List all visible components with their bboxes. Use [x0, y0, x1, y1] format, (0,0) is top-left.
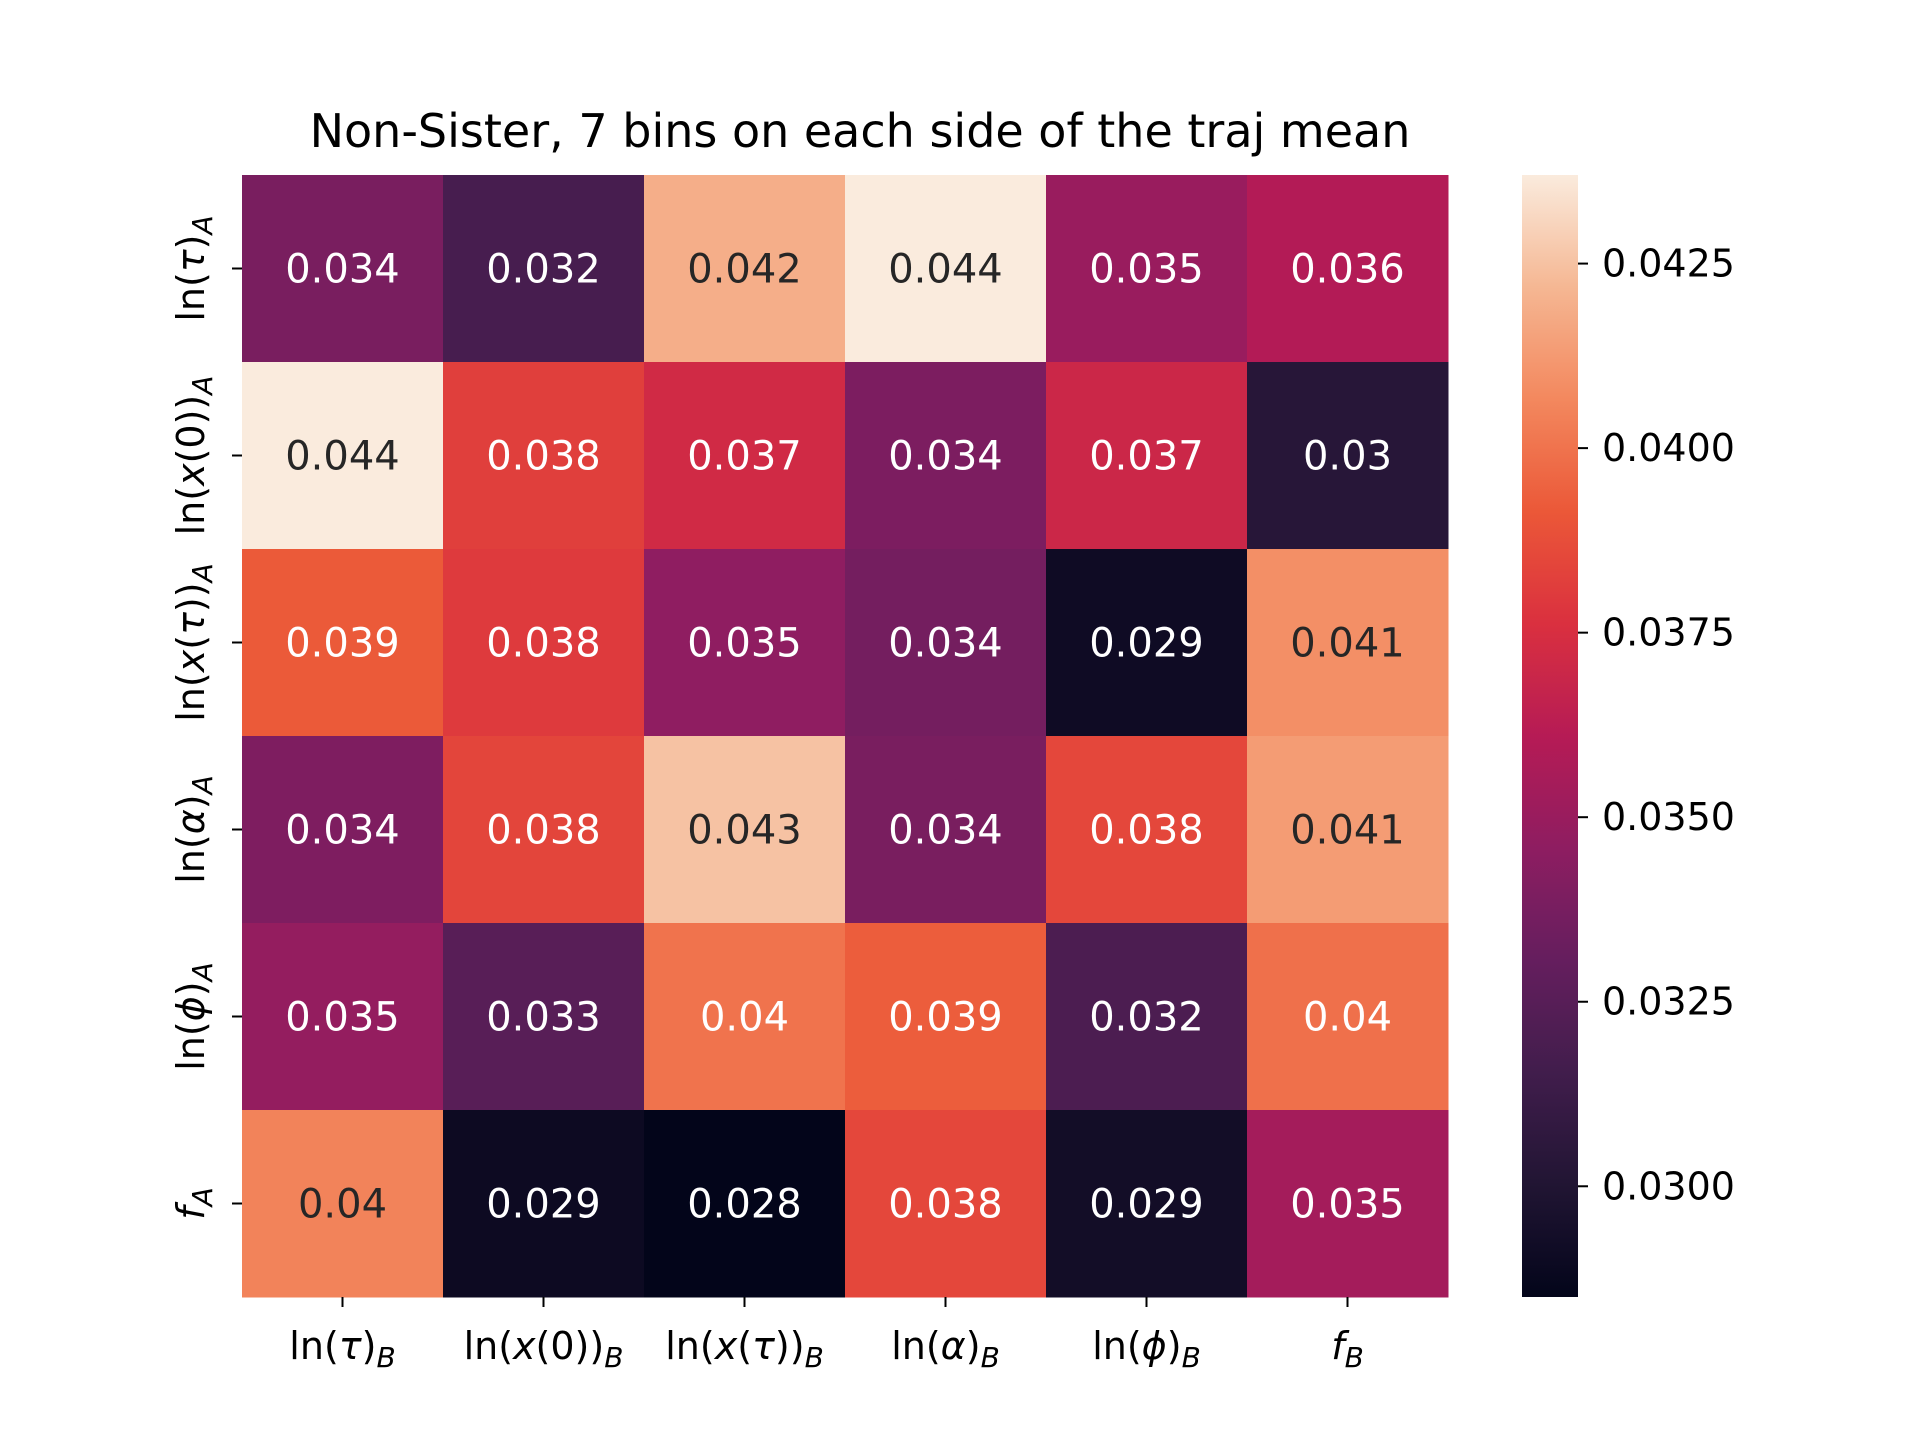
cell-r4-c4: [1046, 923, 1248, 1111]
y-axis: ln(τ)A ln(x(0))A ln(x(τ))A ln(α)A ln(ϕ)A fA: [169, 215, 242, 1220]
cell-label-r1-c4: 0.037: [1089, 434, 1204, 480]
cell-label-r0-c1: 0.032: [486, 247, 601, 293]
cell-label-r5-c0: 0.04: [298, 1182, 387, 1228]
x-tick-label-2: ln(x(τ))B: [665, 1324, 824, 1374]
cell-r3-c1: [443, 736, 645, 924]
cell-label-r2-c3: 0.034: [888, 621, 1003, 667]
cell-label-r2-c0: 0.039: [285, 621, 400, 667]
cell-r1-c2: [644, 362, 846, 550]
x-tick-label-0: ln(τ)B: [289, 1324, 395, 1374]
cell-label-r4-c4: 0.032: [1089, 995, 1204, 1041]
cell-r1-c1: [443, 362, 645, 550]
x-tick-label-4: ln(ϕ)B: [1092, 1324, 1201, 1374]
cell-r4-c0: [242, 923, 444, 1111]
y-tick-label-4: ln(ϕ)A: [169, 962, 219, 1071]
cell-r5-c2: [644, 1110, 846, 1298]
cell-label-r3-c5: 0.041: [1290, 808, 1405, 854]
chart-title: Non-Sister, 7 bins on each side of the t…: [310, 104, 1411, 158]
x-tick-label-5: fB: [1331, 1324, 1364, 1374]
cell-label-r3-c0: 0.034: [285, 808, 400, 854]
cell-label-r3-c4: 0.038: [1089, 808, 1204, 854]
y-tick-label-0: ln(τ)A: [169, 215, 219, 321]
cell-label-r4-c5: 0.04: [1303, 995, 1392, 1041]
cell-r1-c0: [242, 362, 444, 550]
x-tick-label-3: ln(α)B: [891, 1324, 1000, 1374]
cell-r4-c1: [443, 923, 645, 1111]
cell-label-r3-c1: 0.038: [486, 808, 601, 854]
colorbar-tick-label-2: 0.0350: [1602, 795, 1735, 839]
cell-r0-c2: [644, 175, 846, 363]
cell-label-r5-c3: 0.038: [888, 1182, 1003, 1228]
cell-label-r0-c4: 0.035: [1089, 247, 1204, 293]
cell-label-r1-c1: 0.038: [486, 434, 601, 480]
cell-label-r1-c3: 0.034: [888, 434, 1003, 480]
cell-label-r5-c4: 0.029: [1089, 1182, 1204, 1228]
cell-r0-c1: [443, 175, 645, 363]
cell-r4-c5: [1247, 923, 1449, 1111]
cell-label-r4-c3: 0.039: [888, 995, 1003, 1041]
cell-r2-c3: [845, 549, 1047, 737]
colorbar-gradient: [1522, 175, 1578, 1297]
colorbar-tick-label-4: 0.0400: [1602, 426, 1735, 470]
y-tick-label-2: ln(x(τ))A: [169, 563, 219, 722]
cell-r0-c4: [1046, 175, 1248, 363]
cell-label-r2-c1: 0.038: [486, 621, 601, 667]
cell-r5-c3: [845, 1110, 1047, 1298]
cell-r2-c2: [644, 549, 846, 737]
cell-r3-c5: [1247, 736, 1449, 924]
cell-label-r4-c1: 0.033: [486, 995, 601, 1041]
cell-label-r5-c1: 0.029: [486, 1182, 601, 1228]
y-tick-label-1: ln(x(0))A: [169, 376, 219, 536]
cell-label-r2-c4: 0.029: [1089, 621, 1204, 667]
cell-label-r4-c0: 0.035: [285, 995, 400, 1041]
cell-label-r0-c3: 0.044: [888, 247, 1003, 293]
cell-r4-c3: [845, 923, 1047, 1111]
x-axis: ln(τ)B ln(x(0))B ln(x(τ))B ln(α)B ln(ϕ)B fB: [289, 1297, 1364, 1374]
cell-r1-c3: [845, 362, 1047, 550]
colorbar-tick-label-0: 0.0300: [1602, 1164, 1735, 1208]
heatmap-cells: 0.034 0.032 0.042 0.044 0.035 0.036 0.044 0.038…: [242, 175, 1449, 1298]
colorbar-tick-label-1: 0.0325: [1602, 980, 1735, 1024]
x-tick-label-1: ln(x(0))B: [464, 1324, 624, 1374]
cell-r3-c2: [644, 736, 846, 924]
cell-r0-c3: [845, 175, 1047, 363]
colorbar-tick-label-3: 0.0375: [1602, 611, 1735, 655]
cell-label-r1-c2: 0.037: [687, 434, 802, 480]
cell-r4-c2: [644, 923, 846, 1111]
cell-r3-c0: [242, 736, 444, 924]
cell-r5-c4: [1046, 1110, 1248, 1298]
cell-r3-c3: [845, 736, 1047, 924]
cell-r5-c5: [1247, 1110, 1449, 1298]
cell-r5-c0: [242, 1110, 444, 1298]
cell-r0-c5: [1247, 175, 1449, 363]
cell-r3-c4: [1046, 736, 1248, 924]
cell-label-r0-c2: 0.042: [687, 247, 802, 293]
cell-r2-c4: [1046, 549, 1248, 737]
cell-r1-c5: [1247, 362, 1449, 550]
cell-r2-c1: [443, 549, 645, 737]
cell-label-r5-c5: 0.035: [1290, 1182, 1405, 1228]
cell-label-r3-c2: 0.043: [687, 808, 802, 854]
cell-label-r2-c2: 0.035: [687, 621, 802, 667]
cell-label-r3-c3: 0.034: [888, 808, 1003, 854]
cell-label-r2-c5: 0.041: [1290, 621, 1405, 667]
cell-r2-c0: [242, 549, 444, 737]
cell-label-r5-c2: 0.028: [687, 1182, 802, 1228]
cell-r5-c1: [443, 1110, 645, 1298]
colorbar-tick-label-5: 0.0425: [1602, 242, 1735, 286]
cell-label-r0-c5: 0.036: [1290, 247, 1405, 293]
y-tick-label-5: fA: [169, 1187, 219, 1220]
cell-label-r1-c5: 0.03: [1303, 434, 1392, 480]
cell-r1-c4: [1046, 362, 1248, 550]
y-tick-label-3: ln(α)A: [169, 775, 219, 884]
cell-r2-c5: [1247, 549, 1449, 737]
cell-r0-c0: [242, 175, 444, 363]
cell-label-r1-c0: 0.044: [285, 434, 400, 480]
colorbar: 0.0300 0.0325 0.0350 0.0375 0.0400 0.0425: [1522, 175, 1735, 1297]
cell-label-r0-c0: 0.034: [285, 247, 400, 293]
cell-label-r4-c2: 0.04: [700, 995, 789, 1041]
